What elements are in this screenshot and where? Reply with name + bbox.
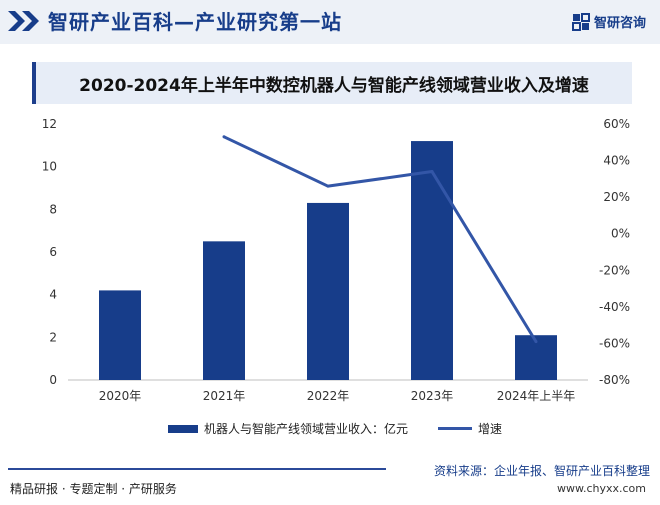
bar bbox=[411, 141, 453, 380]
growth-point bbox=[430, 170, 434, 174]
y-right-tick-label: 40% bbox=[603, 154, 630, 168]
data-source: 资料来源：企业年报、智研产业百科整理 bbox=[433, 464, 650, 478]
bar bbox=[307, 202, 349, 380]
y-right-tick-label: -60% bbox=[599, 336, 630, 350]
page-header-title: 智研产业百科—产业研究第一站 bbox=[48, 10, 342, 34]
legend-bar-label: 机器人与智能产线领域营业收入：亿元 bbox=[204, 422, 409, 436]
y-left-tick-label: 6 bbox=[49, 245, 57, 259]
x-tick-label: 2020年 bbox=[99, 389, 142, 403]
footer-services: 精品研报 · 专题定制 · 产研服务 bbox=[10, 482, 177, 496]
x-tick-label: 2024年上半年 bbox=[497, 389, 576, 403]
growth-line bbox=[223, 135, 538, 343]
y-right-tick-label: 0% bbox=[611, 227, 630, 241]
legend-bar-swatch bbox=[168, 424, 198, 433]
y-left-tick-label: 10 bbox=[42, 160, 57, 174]
double-chevron-icon bbox=[8, 11, 39, 31]
chart-title-box: 2020-2024年上半年中数控机器人与智能产线领域营业收入及增速 bbox=[32, 62, 632, 104]
brand-logo-icon bbox=[571, 12, 590, 31]
page-header: 智研产业百科—产业研究第一站 智研咨询 bbox=[0, 0, 660, 44]
growth-point bbox=[222, 135, 226, 139]
chart-title: 2020-2024年上半年中数控机器人与智能产线领域营业收入及增速 bbox=[79, 76, 589, 96]
legend-line-swatch bbox=[438, 427, 473, 430]
x-tick-label: 2021年 bbox=[203, 389, 246, 403]
y-left-tick-label: 12 bbox=[42, 117, 57, 131]
y-right-tick-label: 20% bbox=[603, 190, 630, 204]
chart-legend: 机器人与智能产线领域营业收入：亿元 增速 bbox=[168, 420, 502, 437]
legend-line-label: 增速 bbox=[478, 422, 503, 436]
y-right-tick-label: 60% bbox=[603, 117, 630, 131]
y-right-tick-label: -40% bbox=[599, 300, 630, 314]
footer-website: www.chyxx.com bbox=[556, 482, 646, 495]
x-tick-label: 2022年 bbox=[307, 389, 350, 403]
y-right-tick-label: -80% bbox=[599, 373, 630, 387]
x-tick-label: 2023年 bbox=[411, 389, 454, 403]
y-left-tick-label: 2 bbox=[49, 330, 57, 344]
y-left-tick-label: 4 bbox=[49, 288, 57, 302]
chart: 0 2 4 6 8 10 12 -80% -60% -40% -20% 0% 20% 40% 60% 2020… bbox=[42, 117, 630, 403]
brand-name: 智研咨询 bbox=[593, 16, 646, 31]
brand-logo: 智研咨询 bbox=[571, 12, 646, 31]
bar bbox=[99, 290, 141, 380]
y-left-tick-label: 0 bbox=[49, 373, 57, 387]
y-left-tick-label: 8 bbox=[49, 202, 57, 216]
bar bbox=[203, 241, 245, 380]
growth-point bbox=[326, 184, 330, 188]
footer-divider bbox=[8, 468, 386, 470]
y-right-tick-label: -20% bbox=[599, 263, 630, 277]
growth-point bbox=[534, 340, 538, 344]
